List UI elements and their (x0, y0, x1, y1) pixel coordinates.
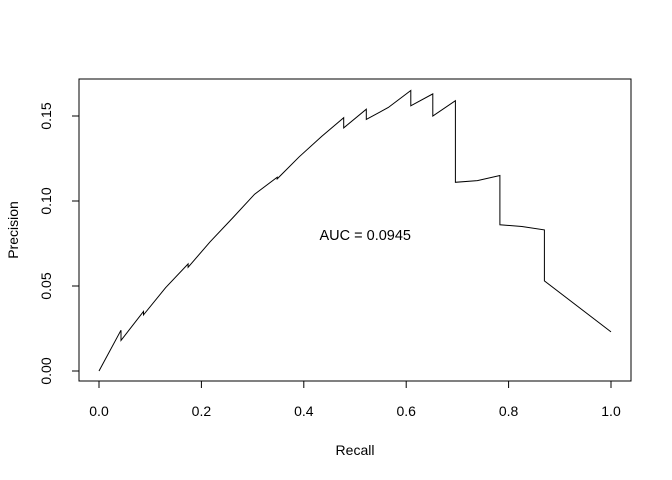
x-tick-label: 0.0 (89, 403, 109, 419)
x-axis-label: Recall (336, 442, 375, 458)
y-tick-label: 0.00 (38, 357, 54, 384)
x-tick-label: 0.8 (499, 403, 519, 419)
x-tick-label: 0.6 (396, 403, 416, 419)
auc-annotation: AUC = 0.0945 (319, 228, 411, 244)
y-axis-label: Precision (5, 201, 21, 259)
y-axis: 0.00 0.05 0.10 0.15 (38, 102, 80, 385)
y-tick-label: 0.10 (38, 187, 54, 214)
y-tick-label: 0.05 (38, 272, 54, 299)
x-tick-label: 0.4 (294, 403, 314, 419)
x-tick-label: 0.2 (192, 403, 212, 419)
precision-recall-line (98, 89, 612, 372)
x-axis: 0.0 0.2 0.4 0.6 0.8 1.0 (89, 380, 621, 419)
x-tick-label: 1.0 (601, 403, 621, 419)
y-tick-label: 0.15 (38, 102, 54, 129)
